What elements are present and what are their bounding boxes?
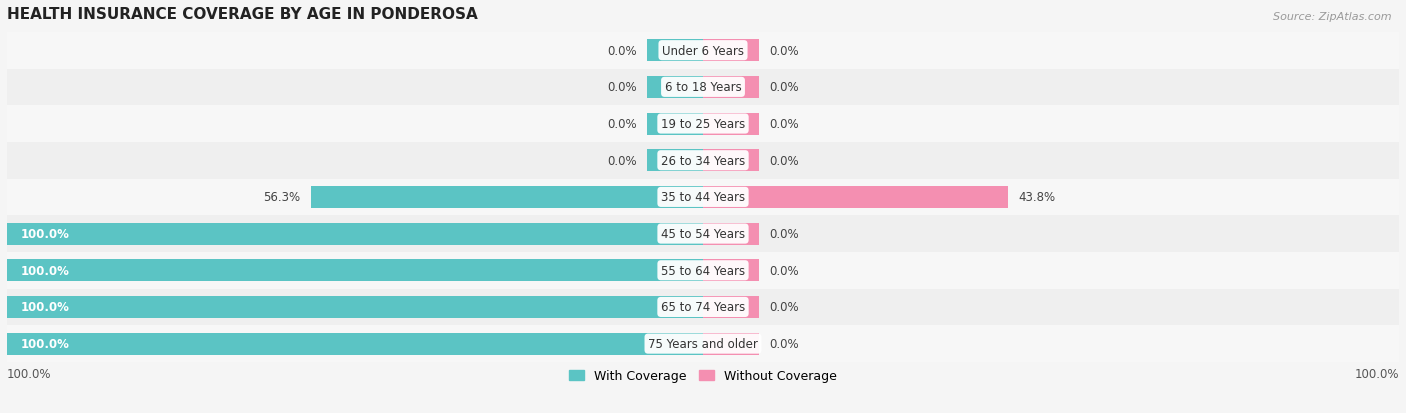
Bar (7, 260, 703, 282)
Text: 100.0%: 100.0% (21, 228, 70, 240)
Bar (7, 325, 1399, 362)
Bar (703, 40, 759, 62)
Text: 43.8%: 43.8% (1018, 191, 1056, 204)
Bar (7, 216, 1399, 252)
Text: 100.0%: 100.0% (21, 264, 70, 277)
Text: 55 to 64 Years: 55 to 64 Years (661, 264, 745, 277)
Bar (7, 223, 703, 245)
Text: 0.0%: 0.0% (769, 118, 799, 131)
Text: 100.0%: 100.0% (21, 337, 70, 350)
Text: Source: ZipAtlas.com: Source: ZipAtlas.com (1274, 12, 1392, 22)
Bar (7, 106, 1399, 142)
Bar (7, 289, 1399, 325)
Bar (7, 333, 703, 355)
Bar (647, 40, 703, 62)
Bar (647, 77, 703, 99)
Text: 0.0%: 0.0% (607, 118, 637, 131)
Bar (311, 186, 703, 209)
Bar (703, 260, 759, 282)
Bar (647, 113, 703, 135)
Text: 56.3%: 56.3% (263, 191, 301, 204)
Bar (703, 77, 759, 99)
Text: 26 to 34 Years: 26 to 34 Years (661, 154, 745, 167)
Text: 0.0%: 0.0% (769, 301, 799, 314)
Bar (7, 69, 1399, 106)
Bar (7, 296, 703, 318)
Text: 6 to 18 Years: 6 to 18 Years (665, 81, 741, 94)
Bar (703, 150, 759, 172)
Bar (647, 150, 703, 172)
Bar (703, 186, 1008, 209)
Text: HEALTH INSURANCE COVERAGE BY AGE IN PONDEROSA: HEALTH INSURANCE COVERAGE BY AGE IN POND… (7, 7, 478, 22)
Text: 100.0%: 100.0% (21, 301, 70, 314)
Text: 75 Years and older: 75 Years and older (648, 337, 758, 350)
Text: 0.0%: 0.0% (769, 154, 799, 167)
Text: 0.0%: 0.0% (769, 264, 799, 277)
Bar (703, 223, 759, 245)
Bar (7, 252, 1399, 289)
Bar (703, 113, 759, 135)
Text: 0.0%: 0.0% (769, 81, 799, 94)
Text: 100.0%: 100.0% (7, 368, 52, 380)
Bar (703, 333, 759, 355)
Text: 0.0%: 0.0% (769, 337, 799, 350)
Text: 0.0%: 0.0% (607, 81, 637, 94)
Text: 0.0%: 0.0% (607, 45, 637, 57)
Text: 45 to 54 Years: 45 to 54 Years (661, 228, 745, 240)
Bar (703, 296, 759, 318)
Text: 0.0%: 0.0% (769, 228, 799, 240)
Text: Under 6 Years: Under 6 Years (662, 45, 744, 57)
Text: 19 to 25 Years: 19 to 25 Years (661, 118, 745, 131)
Bar (7, 33, 1399, 69)
Text: 0.0%: 0.0% (769, 45, 799, 57)
Bar (7, 142, 1399, 179)
Bar (7, 179, 1399, 216)
Legend: With Coverage, Without Coverage: With Coverage, Without Coverage (569, 369, 837, 382)
Text: 0.0%: 0.0% (607, 154, 637, 167)
Text: 35 to 44 Years: 35 to 44 Years (661, 191, 745, 204)
Text: 65 to 74 Years: 65 to 74 Years (661, 301, 745, 314)
Text: 100.0%: 100.0% (1354, 368, 1399, 380)
